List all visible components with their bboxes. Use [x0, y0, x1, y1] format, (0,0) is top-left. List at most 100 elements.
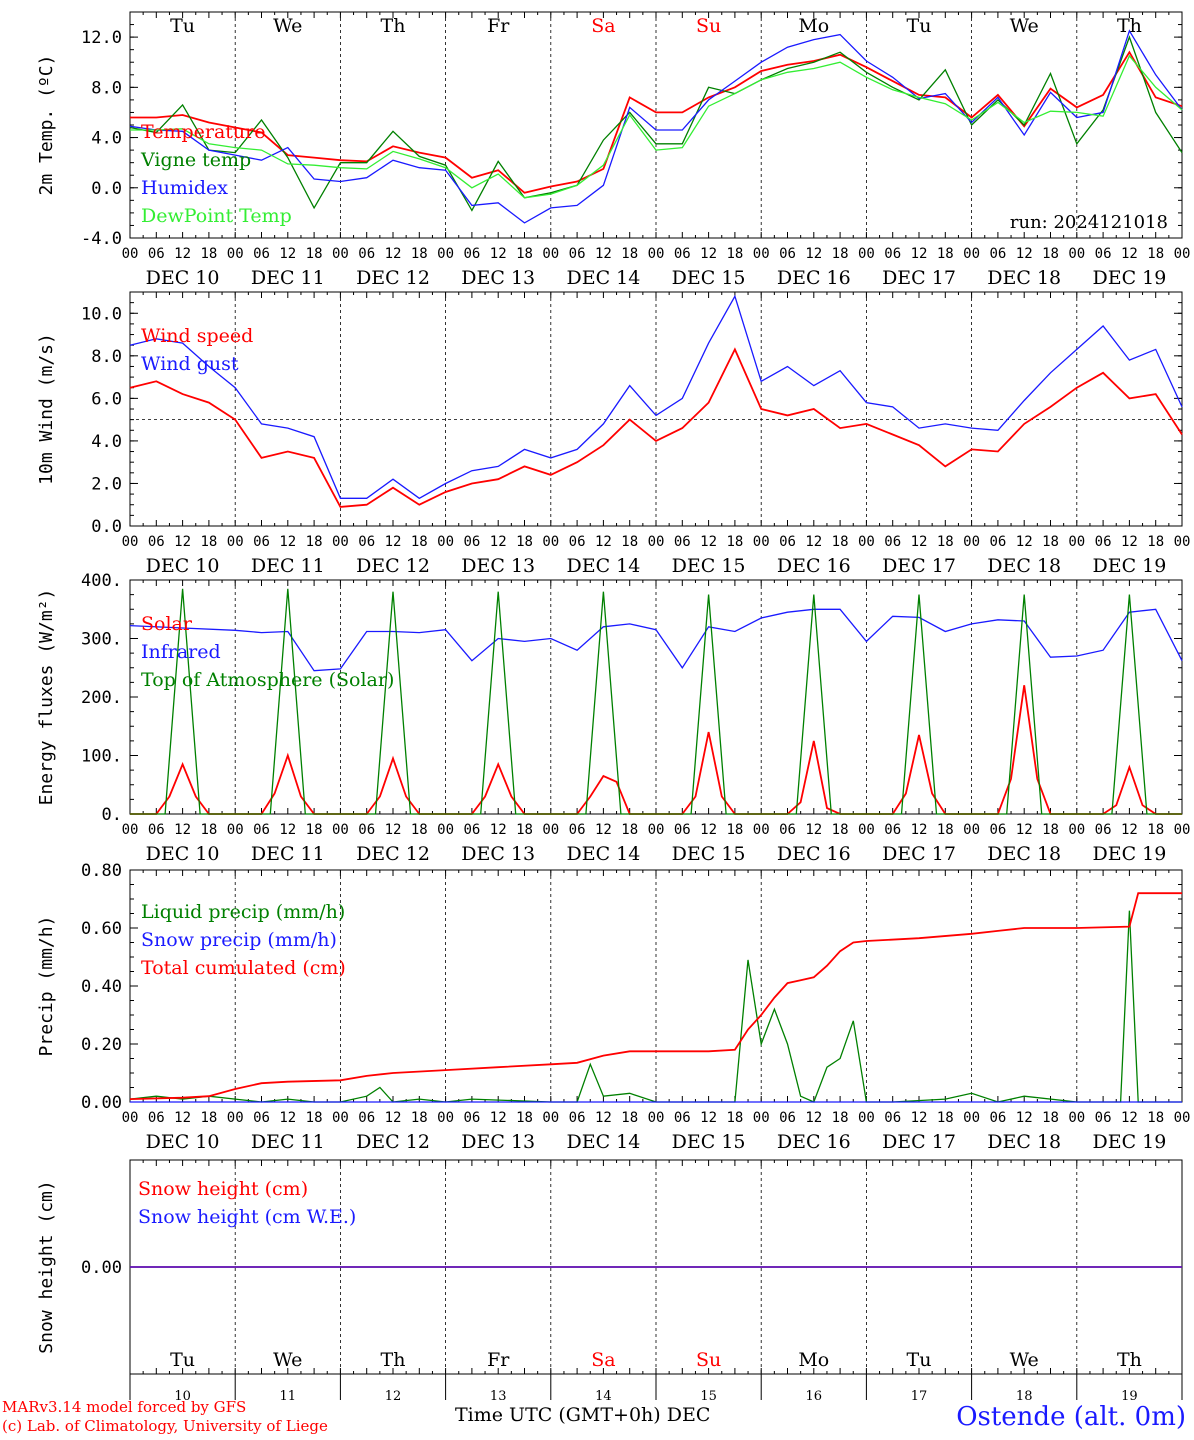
y-tick-label: 6.0 [91, 389, 122, 409]
date-label: DEC 19 [1092, 267, 1166, 289]
hour-label: 06 [148, 1110, 165, 1126]
hour-label: 06 [463, 246, 480, 262]
date-label: DEC 17 [882, 1131, 956, 1153]
y-tick-label: 300. [81, 630, 122, 650]
date-label: DEC 19 [1092, 1131, 1166, 1153]
day-name: Tu [907, 15, 932, 37]
day-name: Sa [591, 15, 615, 37]
hour-label: 00 [858, 1110, 875, 1126]
legend-entry: Snow height (cm W.E.) [138, 1206, 356, 1228]
y-tick-label: 0.20 [81, 1035, 122, 1055]
series-line-infrared [129, 608, 1183, 672]
date-label: DEC 11 [251, 555, 325, 577]
hour-label: 06 [358, 1110, 375, 1126]
hour-label: 18 [200, 534, 217, 550]
hour-label: 06 [253, 822, 270, 838]
series-line-dewpoint-temp [130, 54, 1183, 199]
hour-label: 06 [674, 534, 691, 550]
y-tick-label: 10.0 [81, 304, 122, 324]
y-tick-label: 200. [81, 688, 122, 708]
hour-label: 00 [437, 1110, 454, 1126]
hour-label: 06 [1095, 822, 1112, 838]
hour-label: 12 [1121, 534, 1138, 550]
hour-label: 00 [963, 1110, 980, 1126]
y-tick-label: 0.00 [81, 1258, 122, 1278]
hour-label: 06 [569, 246, 586, 262]
date-label: DEC 12 [356, 1131, 430, 1153]
day-name: We [1010, 15, 1039, 37]
hour-label: 00 [753, 1110, 770, 1126]
hour-label: 18 [200, 822, 217, 838]
hour-label: 12 [595, 822, 612, 838]
hour-label: 06 [674, 1110, 691, 1126]
hour-label: 12 [385, 246, 402, 262]
hour-label: 00 [227, 1110, 244, 1126]
hour-label: 00 [437, 822, 454, 838]
hour-label: 06 [1095, 246, 1112, 262]
hour-label: 18 [306, 534, 323, 550]
date-label: DEC 15 [672, 267, 746, 289]
y-tick-label: 100. [81, 747, 122, 767]
legend-entry: Temperature [141, 121, 265, 143]
x-axis-title: Time UTC (GMT+0h) DEC [455, 1404, 710, 1426]
legend-entry: Humidex [141, 177, 228, 199]
y-tick-label: 0.0 [91, 517, 122, 537]
hour-label: 12 [805, 822, 822, 838]
hour-label: 12 [1016, 534, 1033, 550]
hour-label: 18 [516, 246, 533, 262]
day-name: Tu [907, 1349, 932, 1371]
hour-label: 18 [1042, 1110, 1059, 1126]
legend-entry: DewPoint Temp [141, 205, 292, 227]
y-tick-label: 0.0 [91, 179, 122, 199]
hour-label: 12 [911, 534, 928, 550]
hour-label: 06 [884, 1110, 901, 1126]
hour-label: 12 [1121, 1110, 1138, 1126]
hour-label: 12 [911, 246, 928, 262]
date-label: DEC 10 [146, 1131, 220, 1153]
y-axis-label: 2m Temp. (ºC) [36, 55, 57, 196]
hour-label: 18 [937, 246, 954, 262]
legend-entry: Wind gust [141, 353, 239, 375]
day-name: Tu [170, 1349, 195, 1371]
hour-label: 00 [1068, 246, 1085, 262]
hour-label: 00 [542, 1110, 559, 1126]
date-label: DEC 14 [566, 843, 640, 865]
day-name: Fr [487, 1349, 510, 1371]
hour-label: 00 [332, 534, 349, 550]
hour-label: 06 [989, 246, 1006, 262]
hour-label: 00 [122, 246, 139, 262]
hour-label: 12 [805, 246, 822, 262]
hour-label: 00 [542, 246, 559, 262]
y-tick-label: 12.0 [81, 28, 122, 48]
y-axis-label: Precip (mm/h) [36, 916, 57, 1057]
hour-label: 00 [122, 822, 139, 838]
hour-label: 18 [832, 1110, 849, 1126]
day-name: Su [696, 1349, 721, 1371]
hour-label: 00 [1068, 534, 1085, 550]
hour-label: 18 [621, 246, 638, 262]
y-tick-label: 4.0 [91, 129, 122, 149]
date-label: DEC 19 [1092, 555, 1166, 577]
hour-label: 06 [463, 822, 480, 838]
lab-credit: (c) Lab. of Climatology, University of L… [2, 1417, 328, 1435]
date-label: DEC 12 [356, 843, 430, 865]
hour-label: 12 [490, 246, 507, 262]
date-label: DEC 18 [987, 843, 1061, 865]
date-label: DEC 18 [987, 1131, 1061, 1153]
hour-label: 00 [542, 822, 559, 838]
y-tick-label: 8.0 [91, 347, 122, 367]
hour-label: 18 [832, 534, 849, 550]
date-label: DEC 13 [461, 555, 535, 577]
hour-label: 06 [884, 246, 901, 262]
hour-label: 12 [805, 1110, 822, 1126]
hour-label: 06 [779, 822, 796, 838]
hour-label: 18 [621, 1110, 638, 1126]
day-number: 12 [385, 1389, 402, 1404]
date-label: DEC 15 [672, 1131, 746, 1153]
hour-label: 06 [569, 822, 586, 838]
date-label: DEC 11 [251, 1131, 325, 1153]
legend-entry: Infrared [141, 641, 221, 663]
hour-label: 18 [200, 246, 217, 262]
day-name: Mo [798, 1349, 829, 1371]
hour-label: 18 [306, 822, 323, 838]
